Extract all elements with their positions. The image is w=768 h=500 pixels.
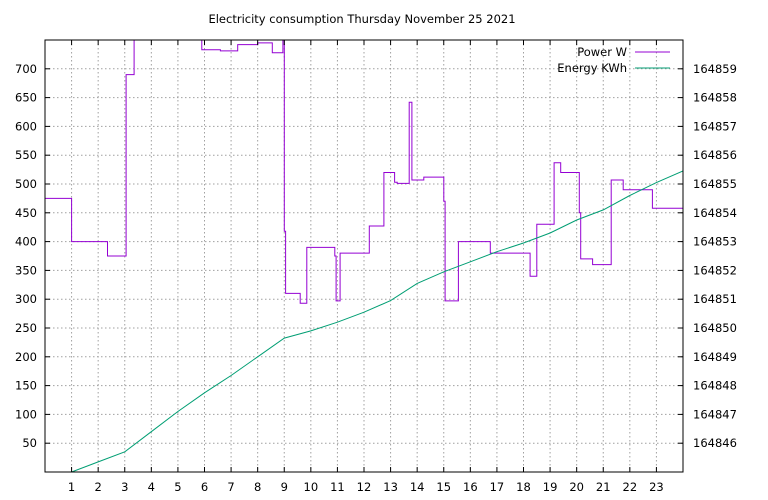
x-tick-label: 7 [227, 480, 234, 494]
x-tick-label: 12 [357, 480, 372, 494]
y-tick-label: 450 [15, 206, 37, 220]
y-tick-label: 600 [15, 119, 37, 133]
x-tick-label: 6 [201, 480, 208, 494]
y-tick-label: 300 [15, 292, 37, 306]
plot-area [45, 40, 683, 472]
y2-tick-label: 164859 [693, 62, 737, 76]
y2-tick-label: 164852 [693, 263, 737, 277]
x-tick-label: 23 [649, 480, 664, 494]
y-tick-label: 100 [15, 407, 37, 421]
x-tick-label: 17 [490, 480, 505, 494]
y2-tick-label: 164851 [693, 292, 737, 306]
x-tick-label: 8 [254, 480, 261, 494]
x-tick-label: 19 [543, 480, 558, 494]
x-tick-label: 3 [121, 480, 128, 494]
x-tick-label: 14 [410, 480, 425, 494]
axis-ticks: 1 2 3 4 5 6 7 8 9 10 11 12 13 14 15 16 17 18 19 20 21 22 23501… [15, 40, 737, 494]
legend-label: Energy KWh [557, 61, 627, 75]
y2-tick-label: 164850 [693, 321, 737, 335]
legend: Power W Energy KWh [557, 45, 670, 75]
y2-tick-label: 164849 [693, 350, 737, 364]
x-tick-label: 22 [623, 480, 638, 494]
x-tick-label: 13 [383, 480, 398, 494]
y2-tick-label: 164846 [693, 436, 737, 450]
y-tick-label: 50 [22, 436, 37, 450]
x-tick-label: 1 [68, 480, 75, 494]
y-tick-label: 400 [15, 235, 37, 249]
y2-tick-label: 164856 [693, 148, 737, 162]
x-tick-label: 18 [516, 480, 531, 494]
y2-tick-label: 164857 [693, 119, 737, 133]
y2-tick-label: 164854 [693, 206, 737, 220]
y2-tick-label: 164853 [693, 235, 737, 249]
x-tick-label: 9 [281, 480, 288, 494]
y2-tick-label: 164855 [693, 177, 737, 191]
x-tick-label: 2 [95, 480, 102, 494]
y-tick-label: 500 [15, 177, 37, 191]
y-tick-label: 550 [15, 148, 37, 162]
x-tick-label: 16 [463, 480, 478, 494]
x-tick-label: 20 [569, 480, 584, 494]
y-tick-label: 150 [15, 379, 37, 393]
chart-title: Electricity consumption Thursday Novembe… [208, 12, 515, 26]
y-tick-label: 350 [15, 263, 37, 277]
series-line-power [45, 40, 683, 304]
y-tick-label: 250 [15, 321, 37, 335]
x-tick-label: 21 [596, 480, 611, 494]
x-tick-label: 10 [304, 480, 319, 494]
y2-tick-label: 164847 [693, 407, 737, 421]
y2-tick-label: 164848 [693, 379, 737, 393]
grid-lines [45, 40, 683, 472]
x-tick-label: 4 [148, 480, 155, 494]
y-tick-label: 700 [15, 62, 37, 76]
y2-tick-label: 164858 [693, 91, 737, 105]
y-tick-label: 650 [15, 91, 37, 105]
series-line-energy [71, 170, 683, 472]
x-tick-label: 11 [330, 480, 345, 494]
x-tick-label: 15 [436, 480, 451, 494]
x-tick-label: 5 [174, 480, 181, 494]
y-tick-label: 200 [15, 350, 37, 364]
legend-label: Power W [577, 45, 627, 59]
